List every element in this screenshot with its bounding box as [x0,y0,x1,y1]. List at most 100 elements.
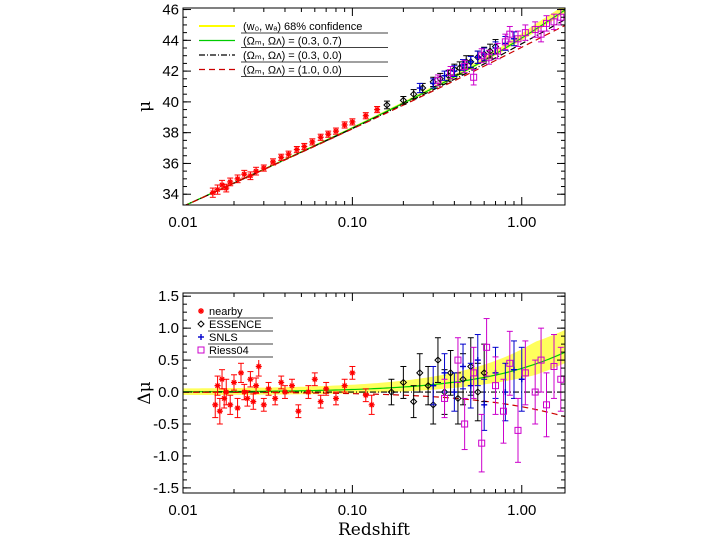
legend-marker [198,334,204,340]
y-tick-label: 40 [162,94,179,111]
data-point-snls [451,389,458,396]
data-point-riess04 [478,439,486,447]
data-point-nearby [278,379,285,386]
data-point-nearby [325,131,332,138]
data-point-riess04 [537,30,545,38]
x-tick-label: 1.00 [507,502,536,519]
data-point-nearby [250,398,257,405]
data-point-riess04 [447,69,455,77]
y-axis: 34 36 38 40 42 44 46 [162,2,565,203]
data-point-nearby [219,376,226,383]
data-point-riess04 [485,53,493,61]
data-point-riess04 [470,369,478,377]
y-tick-label: 36 [162,155,179,172]
data-point-nearby [219,181,226,188]
data-point-riess04 [550,362,558,370]
legend-label: nearby [209,306,243,318]
data-point-riess04 [531,26,539,34]
data-point-riess04 [537,356,545,364]
legend-entry: (Ωₘ, Ωᴧ) = (1.0, 0.0) [199,65,388,77]
y-tick-label: 34 [162,186,179,203]
data-point-nearby [270,158,277,165]
legend-marker [198,308,204,314]
data-point-riess04 [521,29,529,37]
data-point-riess04 [543,401,551,409]
x-tick-label: 0.10 [338,502,367,519]
data-point-nearby [253,168,260,175]
residual-panel: 0.01 0.10 1.00 -1.5 -1.0 -0.5 0.0 0.5 1.0 1.5 Δμ Re… [135,288,566,540]
y-tick-label: 0.0 [158,384,179,401]
plot-area [184,8,565,205]
data-point-riess04 [514,426,522,434]
data-point-snls [441,72,448,79]
data-point-essence [409,397,418,406]
data-point-snls [511,35,518,42]
data-point-snls [430,382,437,389]
legend-label: (Ωₘ, Ωᴧ) = (0.3, 0.0) [243,50,342,62]
y-tick-label: 42 [162,63,179,80]
confidence-band [183,329,565,396]
legend-label: SNLS [209,332,238,344]
legend-entry: ESSENCE [197,319,273,332]
data-point-nearby [223,185,230,192]
data-point-nearby [227,401,234,408]
data-point-nearby [247,376,254,383]
data-point-nearby [288,382,295,389]
x-tick-label: 1.00 [507,214,536,231]
data-point-snls [416,85,423,92]
series-nearby [212,356,375,425]
data-point-riess04 [478,52,486,60]
data-point-riess04 [506,359,514,367]
data-point-nearby [349,118,356,125]
data-point-nearby [349,369,356,376]
legend-marker [197,320,205,328]
y-tick-label: -1.0 [153,448,179,465]
legend-label: Riess04 [209,345,249,357]
legend-entry: Riess04 [197,345,273,358]
data-point-nearby [237,369,244,376]
data-point-nearby [212,401,219,408]
data-point-nearby [368,401,375,408]
data-point-essence [434,356,442,364]
data-point-nearby [281,389,288,396]
data-point-nearby [209,189,216,196]
x-tick-label: 0.01 [168,214,197,231]
data-point-riess04 [454,356,462,364]
data-point-nearby [265,385,272,392]
data-point-riess04 [494,47,502,55]
series-riess04 [434,9,565,87]
data-point-riess04 [543,19,551,27]
data-point-nearby [341,121,348,128]
data-point-nearby [317,134,324,141]
data-point-snls [481,401,488,408]
y-axis: -1.5 -1.0 -0.5 0.0 0.5 1.0 1.5 [153,288,565,497]
data-point-nearby [244,395,251,402]
data-point-essence [454,394,462,403]
data-point-snls [518,376,525,383]
data-point-riess04 [461,62,469,70]
plot-area [183,318,565,473]
y-tick-label: -0.5 [153,416,179,433]
data-point-essence [474,388,482,396]
legend-label: (Ωₘ, Ωᴧ) = (1.0, 0.0) [243,65,342,77]
data-point-nearby [305,389,312,396]
data-point-nearby [234,175,241,182]
x-tick-label: 0.01 [168,502,197,519]
data-point-nearby [295,408,302,415]
y-axis-label: μ [135,101,155,112]
data-point-nearby [214,382,221,389]
data-point-riess04 [521,369,529,377]
x-tick-label: 0.10 [338,214,367,231]
data-point-snls [467,382,474,389]
y-tick-label: 44 [162,32,179,49]
data-point-essence [418,84,427,92]
data-point-nearby [223,389,230,396]
data-point-nearby [309,138,316,145]
data-point-nearby [362,392,369,399]
data-point-riess04 [514,35,522,43]
legend-entry: (w₀, wₐ) 68% confidence [199,21,388,34]
legend-entry: (Ωₘ, Ωᴧ) = (0.3, 0.0) [199,50,388,63]
data-point-riess04 [441,394,449,402]
